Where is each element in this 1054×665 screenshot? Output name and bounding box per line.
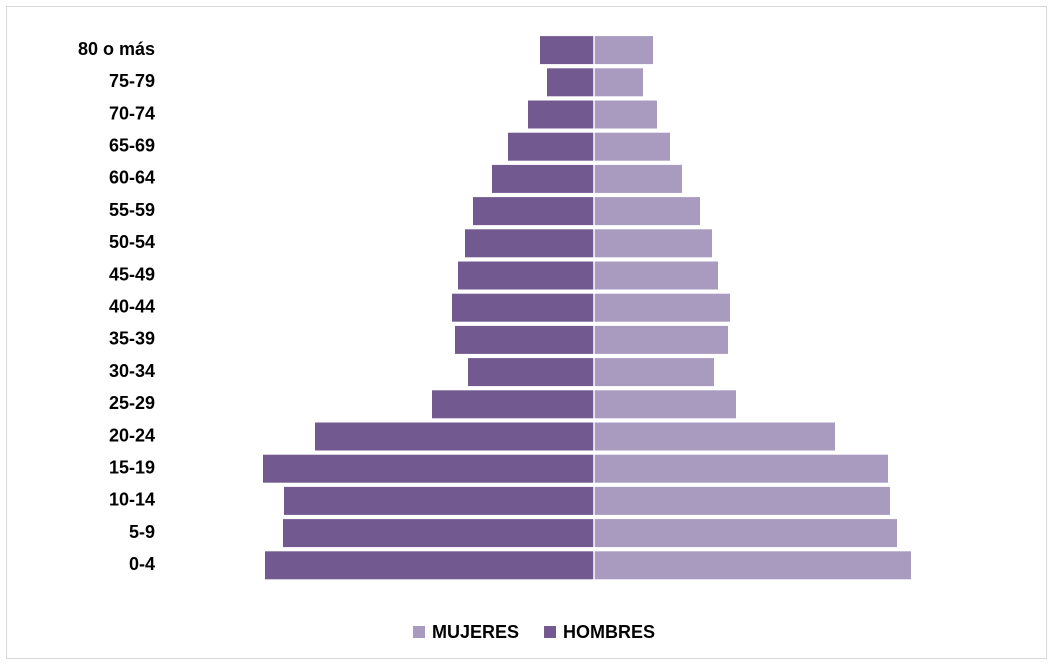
legend-label: HOMBRES: [563, 622, 655, 642]
bar: [594, 36, 653, 65]
bar: [594, 132, 670, 161]
y-tick-label: 25-29: [109, 393, 155, 413]
bar: [508, 132, 594, 161]
bar: [263, 454, 594, 483]
bar: [315, 422, 594, 451]
bar: [283, 519, 594, 548]
bar: [458, 261, 594, 290]
bar: [465, 229, 594, 258]
y-tick-label: 30-34: [109, 361, 155, 381]
y-tick-label: 10-14: [109, 490, 155, 510]
bar: [594, 164, 682, 193]
y-tick-label: 0-4: [129, 554, 155, 574]
bar: [492, 164, 594, 193]
bar: [547, 68, 594, 97]
bar: [455, 325, 594, 354]
bar: [594, 390, 736, 419]
y-tick-label: 55-59: [109, 200, 155, 220]
y-tick-label: 65-69: [109, 135, 155, 155]
y-tick-label: 40-44: [109, 296, 155, 316]
bar: [594, 293, 730, 322]
y-tick-label: 20-24: [109, 425, 155, 445]
legend-swatch: [544, 626, 557, 638]
legend-swatch: [413, 626, 425, 638]
bar: [594, 100, 657, 129]
y-tick-label: 45-49: [109, 264, 155, 284]
y-tick-label: 15-19: [109, 457, 155, 477]
bar: [594, 551, 911, 580]
bar: [594, 68, 643, 97]
bar: [473, 197, 594, 226]
y-tick-label: 50-54: [109, 232, 155, 252]
bar: [284, 486, 594, 515]
legend-label: MUJERES: [432, 622, 519, 642]
bar: [594, 486, 890, 515]
bar: [594, 454, 888, 483]
bar: [452, 293, 594, 322]
bar: [432, 390, 594, 419]
y-tick-label: 5-9: [129, 522, 155, 542]
y-tick-label: 70-74: [109, 103, 155, 123]
y-tick-label: 80 o más: [78, 39, 155, 59]
bar: [528, 100, 594, 129]
bar: [594, 358, 714, 387]
bar: [594, 229, 712, 258]
y-tick-label: 35-39: [109, 329, 155, 349]
y-tick-label: 60-64: [109, 168, 155, 188]
bar: [540, 36, 594, 65]
bar: [594, 422, 835, 451]
y-tick-label: 75-79: [109, 71, 155, 91]
bar: [594, 325, 728, 354]
bar: [265, 551, 594, 580]
bar: [468, 358, 594, 387]
bar: [594, 519, 897, 548]
bar: [594, 261, 718, 290]
bar: [594, 197, 700, 226]
